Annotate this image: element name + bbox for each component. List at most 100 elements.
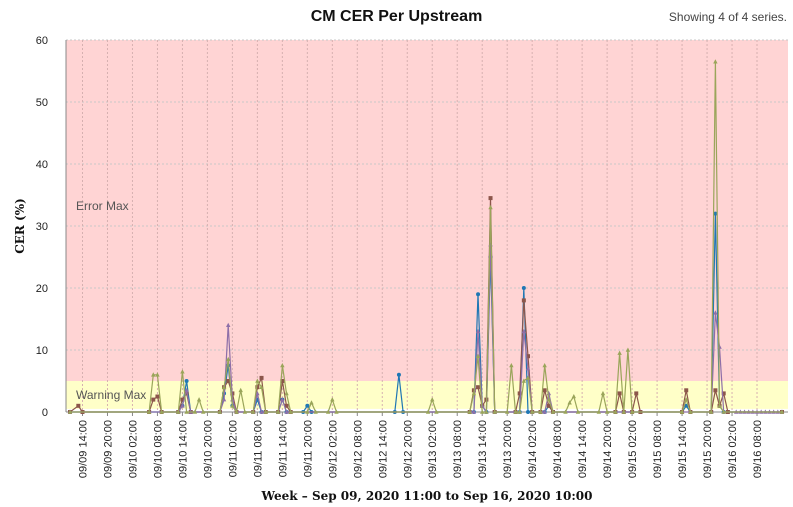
series-1-point-29[interactable] (488, 196, 493, 201)
series-2-point-3[interactable] (184, 387, 189, 393)
series-3-point-60[interactable] (613, 409, 618, 414)
series-3-point-49[interactable] (538, 409, 543, 414)
series-3-point-45[interactable] (517, 409, 522, 414)
series-3-point-17[interactable] (242, 409, 248, 414)
series-3-point-12[interactable] (221, 384, 227, 389)
series-2-point-16[interactable] (471, 409, 477, 414)
series-0-point-17[interactable] (305, 403, 310, 408)
series-3-point-1[interactable] (146, 409, 152, 414)
series-2-point-6[interactable] (221, 397, 227, 402)
series-0-point-38[interactable] (713, 211, 718, 216)
series-3-point-21[interactable] (263, 409, 268, 414)
series-3-point-63[interactable] (625, 347, 631, 352)
series-3-point-26[interactable] (305, 409, 310, 414)
series-1-point-26[interactable] (476, 385, 481, 390)
series-3-point-69[interactable] (713, 59, 718, 64)
series-3-point-66[interactable] (684, 397, 689, 402)
series-3-point-20[interactable] (259, 384, 264, 389)
series-3-point-34[interactable] (434, 409, 439, 414)
series-3-point-29[interactable] (325, 409, 331, 414)
series-3-point-2[interactable] (151, 372, 156, 377)
series-1-point-37[interactable] (542, 388, 547, 393)
series-2-point-7[interactable] (226, 322, 231, 327)
series-3-point-19[interactable] (255, 378, 260, 383)
series-1-point-38[interactable] (546, 403, 551, 408)
series-3-point-44[interactable] (513, 409, 518, 414)
series-1-point-17[interactable] (255, 385, 260, 390)
series-3-point-70[interactable] (717, 403, 722, 408)
series-3-point-23[interactable] (280, 363, 285, 368)
series-2-point-12[interactable] (259, 409, 264, 414)
series-3-point-56[interactable] (575, 409, 581, 414)
series-3-point-24[interactable] (284, 390, 289, 396)
series-3-point-4[interactable] (159, 409, 164, 414)
series-3-point-67[interactable] (688, 409, 693, 414)
series-3-point-50[interactable] (542, 363, 547, 368)
series-1-point-8[interactable] (180, 397, 185, 402)
series-1-point-18[interactable] (259, 375, 264, 380)
series-0-point-23[interactable] (476, 292, 481, 297)
series-3-point-18[interactable] (251, 409, 256, 414)
series-1-point-5[interactable] (155, 394, 160, 399)
series-3-point-5[interactable] (176, 409, 181, 414)
series-3-point-52[interactable] (550, 409, 556, 414)
series-3-point-8[interactable] (192, 409, 198, 414)
series-3-point-28[interactable] (313, 409, 318, 414)
series-3-point-38[interactable] (480, 409, 485, 414)
series-1-point-4[interactable] (151, 397, 156, 402)
series-3-point-11[interactable] (217, 409, 223, 414)
series-3-point-7[interactable] (184, 409, 189, 414)
series-3-point-6[interactable] (180, 369, 185, 374)
series-3-point-39[interactable] (484, 409, 489, 414)
series-3-point-41[interactable] (492, 409, 497, 414)
series-2-point-23[interactable] (521, 328, 527, 334)
series-0-point-3[interactable] (184, 379, 189, 383)
series-3-point-9[interactable] (196, 397, 202, 402)
series-3-point-36[interactable] (471, 390, 477, 396)
series-3-point-35[interactable] (467, 409, 472, 414)
series-3-point-22[interactable] (275, 409, 281, 414)
series-1-point-41[interactable] (617, 391, 622, 396)
series-3-point-25[interactable] (288, 409, 293, 414)
series-3-point-16[interactable] (238, 387, 243, 393)
series-3-point-71[interactable] (721, 409, 726, 414)
series-1-point-34[interactable] (526, 354, 531, 359)
series-3-point-54[interactable] (567, 400, 572, 405)
series-1-point-1[interactable] (76, 403, 81, 408)
series-2-point-24[interactable] (525, 366, 531, 371)
series-3-point-57[interactable] (596, 409, 601, 414)
series-3-point-51[interactable] (546, 397, 552, 402)
series-1-point-32[interactable] (517, 391, 522, 396)
series-3-point-10[interactable] (201, 409, 206, 414)
series-3-point-53[interactable] (563, 409, 568, 414)
series-0-point-20[interactable] (396, 372, 401, 377)
series-3-point-30[interactable] (330, 397, 335, 402)
series-2-point-2[interactable] (180, 403, 185, 408)
series-1-point-33[interactable] (521, 298, 526, 303)
series-2-point-26[interactable] (542, 409, 547, 414)
series-3-point-62[interactable] (621, 409, 626, 414)
series-2-point-30[interactable] (713, 310, 718, 315)
series-3-point-3[interactable] (155, 372, 160, 377)
series-0-point-30[interactable] (526, 410, 531, 414)
series-1-point-22[interactable] (284, 403, 289, 408)
series-2-point-11[interactable] (255, 390, 260, 396)
series-3-point-58[interactable] (600, 390, 606, 396)
series-3-point-15[interactable] (234, 409, 239, 414)
series-1-point-21[interactable] (280, 379, 285, 383)
series-0-point-35[interactable] (684, 403, 689, 408)
series-3-point-37[interactable] (475, 353, 481, 358)
series-2-point-15[interactable] (284, 409, 289, 414)
series-3-point-46[interactable] (521, 378, 527, 383)
series-3-point-55[interactable] (571, 394, 577, 399)
series-3-point-33[interactable] (430, 397, 435, 402)
series-1-point-44[interactable] (634, 391, 639, 396)
series-3-point-27[interactable] (309, 400, 314, 405)
series-3-point-72[interactable] (779, 409, 785, 414)
series-1-point-47[interactable] (684, 388, 689, 393)
series-3-point-31[interactable] (334, 409, 339, 414)
series-3-point-65[interactable] (679, 409, 685, 414)
series-3-point-68[interactable] (709, 409, 714, 414)
series-3-point-0[interactable] (67, 409, 73, 414)
series-3-point-14[interactable] (230, 403, 235, 408)
